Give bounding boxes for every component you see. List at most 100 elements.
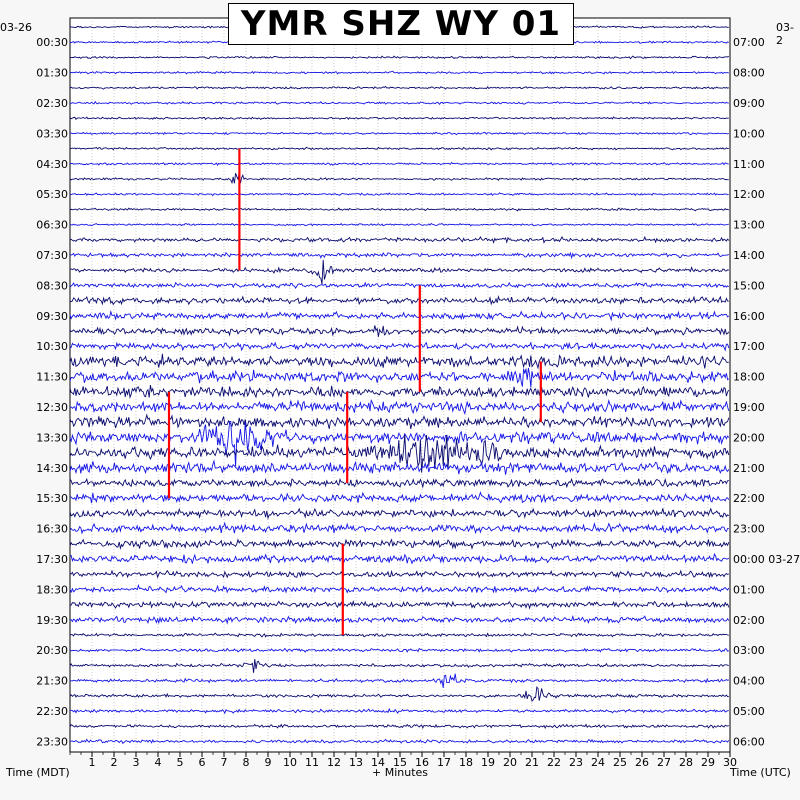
x-tick-label: 2 <box>111 756 118 769</box>
left-tick-label: 22:30 <box>36 705 68 718</box>
right-tick-label: 16:00 <box>733 310 765 323</box>
trace-line <box>69 100 729 106</box>
trace-line <box>69 310 730 322</box>
trace-line <box>69 235 730 244</box>
right-tick-label: 14:00 <box>733 249 765 262</box>
trace-line <box>69 434 730 473</box>
right-tick-label: 20:00 <box>733 431 765 444</box>
left-axis-title: Time (MDT) <box>6 766 70 779</box>
x-tick-label: 20 <box>503 756 517 769</box>
trace-line <box>69 569 729 579</box>
left-tick-label: 17:30 <box>36 553 68 566</box>
trace-line <box>69 325 730 337</box>
left-tick-label: 08:30 <box>36 279 68 292</box>
trace-line <box>69 421 730 467</box>
trace-line <box>69 507 730 520</box>
right-tick-label: 22:00 <box>733 492 765 505</box>
trace-line <box>69 552 730 565</box>
x-tick-label: 16 <box>415 756 429 769</box>
right-tick-label: 18:00 <box>733 371 765 384</box>
trace-line <box>69 521 729 535</box>
left-tick-label: 02:30 <box>36 97 68 110</box>
trace-line <box>69 146 729 151</box>
right-tick-label: 03:00 <box>733 644 765 657</box>
x-tick-label: 28 <box>679 756 693 769</box>
trace-line <box>69 413 730 429</box>
trace-line <box>69 192 729 197</box>
trace-line <box>69 131 729 136</box>
right-tick-label: 07:00 <box>733 36 765 49</box>
left-axis-ticks: 00:30 01:30 02:30 03:30 04:30 05:30 06:30 07:30… <box>36 36 68 748</box>
left-tick-label: 01:30 <box>36 67 68 80</box>
trace-line <box>69 85 729 90</box>
trace-line <box>69 491 730 504</box>
x-tick-label: 12 <box>327 756 341 769</box>
right-tick-label: 00:00 03-27 <box>733 553 800 566</box>
right-axis-title: Time (UTC) <box>730 766 791 779</box>
trace-line <box>69 353 729 370</box>
left-tick-label: 06:30 <box>36 219 68 232</box>
start-date-left: 03-26 <box>0 21 32 34</box>
x-tick-label: 6 <box>199 756 206 769</box>
minute-grid <box>91 18 709 752</box>
left-tick-label: 14:30 <box>36 462 68 475</box>
x-axis-title: + Minutes <box>372 766 429 779</box>
x-tick-label: 19 <box>481 756 495 769</box>
x-tick-label: 24 <box>591 756 605 769</box>
right-tick-label: 11:00 <box>733 158 765 171</box>
x-tick-label: 10 <box>283 756 297 769</box>
trace-line <box>69 207 730 212</box>
x-tick-label: 15 <box>393 756 407 769</box>
trace-line <box>69 172 729 185</box>
left-tick-label: 13:30 <box>36 431 68 444</box>
trace-line <box>69 385 730 400</box>
x-tick-label: 17 <box>437 756 451 769</box>
chart-title: YMR SHZ WY 01 <box>228 3 574 45</box>
trace-line <box>69 294 729 306</box>
x-tick-label: 22 <box>547 756 561 769</box>
clipped-spikes <box>167 148 542 635</box>
trace-line <box>69 459 730 475</box>
right-tick-label: 17:00 <box>733 340 765 353</box>
x-tick-label: 25 <box>613 756 627 769</box>
x-tick-label: 4 <box>155 756 162 769</box>
trace-line <box>69 647 730 653</box>
x-tick-label: 9 <box>265 756 272 769</box>
trace-line <box>69 723 729 730</box>
trace-line <box>69 281 730 289</box>
seismogram-traces <box>69 25 730 745</box>
x-tick-label: 1 <box>89 756 96 769</box>
x-tick-label: 8 <box>243 756 250 769</box>
x-tick-label: 14 <box>371 756 385 769</box>
trace-line <box>69 738 730 745</box>
x-axis-ticks: 1 2 3 4 5 6 7 8 9 10 11 12 13 14 15 16 17 18 19 20 21 22 23 24 2… <box>69 752 737 769</box>
left-tick-label: 05:30 <box>36 188 68 201</box>
right-tick-label: 09:00 <box>733 97 765 110</box>
trace-line <box>70 614 730 625</box>
left-tick-label: 07:30 <box>36 249 68 262</box>
trace-line <box>69 70 729 75</box>
x-tick-label: 13 <box>349 756 363 769</box>
right-tick-label: 01:00 <box>733 583 765 596</box>
trace-line <box>69 399 730 416</box>
trace-line <box>69 583 730 594</box>
left-tick-label: 20:30 <box>36 644 68 657</box>
right-tick-label: 12:00 <box>733 188 765 201</box>
right-tick-label: 05:00 <box>733 705 765 718</box>
x-tick-label: 30 <box>723 756 737 769</box>
right-tick-label: 08:00 <box>733 67 765 80</box>
right-tick-label: 02:00 <box>733 614 765 627</box>
x-tick-label: 7 <box>221 756 228 769</box>
trace-line <box>69 116 729 121</box>
trace-line <box>69 341 730 352</box>
left-tick-label: 00:30 <box>36 36 68 49</box>
right-tick-label: 13:00 <box>733 219 765 232</box>
right-tick-label: 21:00 <box>733 462 765 475</box>
left-tick-label: 19:30 <box>36 614 68 627</box>
left-tick-label: 15:30 <box>36 492 68 505</box>
trace-line <box>69 259 729 285</box>
x-tick-label: 3 <box>133 756 140 769</box>
trace-line <box>69 55 730 60</box>
trace-line <box>69 632 729 638</box>
